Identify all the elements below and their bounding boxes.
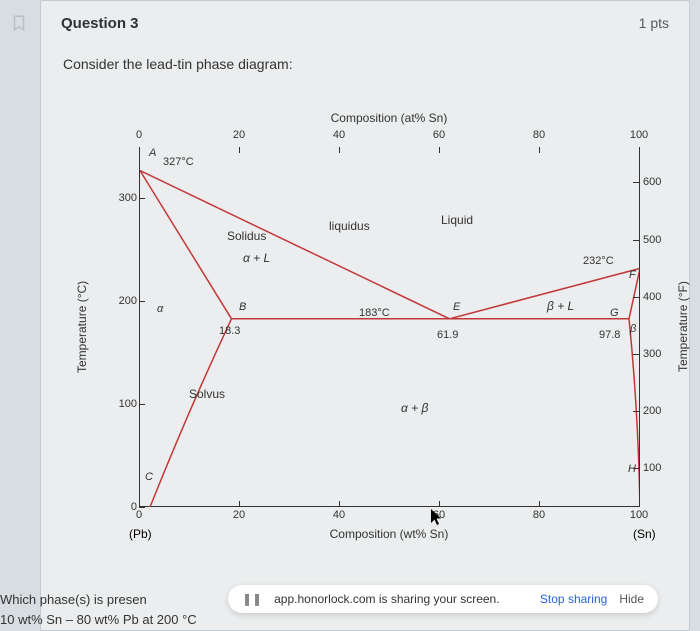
label-sn: (Sn) bbox=[633, 527, 656, 541]
top-tick: 20 bbox=[233, 129, 245, 141]
question-tail: Which phase(s) is presen 10 wt% Sn – 80 … bbox=[0, 590, 197, 629]
top-tick: 60 bbox=[433, 129, 445, 141]
bot-tick: 100 bbox=[630, 509, 648, 521]
label-alpha: α bbox=[157, 303, 163, 315]
bot-tick: 20 bbox=[233, 509, 245, 521]
label-ab: α + β bbox=[401, 401, 428, 415]
stop-sharing-button[interactable]: Stop sharing bbox=[540, 592, 607, 606]
label-A: A bbox=[149, 147, 156, 159]
label-bL: β + L bbox=[547, 299, 574, 313]
question-points: 1 pts bbox=[639, 15, 669, 32]
screen-share-popup: ❚❚ app.honorlock.com is sharing your scr… bbox=[228, 585, 658, 613]
label-183c: 183°C bbox=[359, 307, 390, 319]
label-pb: (Pb) bbox=[129, 527, 152, 541]
bookmark-icon bbox=[10, 12, 28, 34]
bot-tick: 40 bbox=[333, 509, 345, 521]
label-solidus: Solidus bbox=[227, 229, 266, 243]
right-tick: 600 bbox=[643, 176, 661, 188]
label-solvus: Solvus bbox=[189, 387, 225, 401]
label-C: C bbox=[145, 471, 153, 483]
right-tick: 500 bbox=[643, 234, 661, 246]
bot-tick: 0 bbox=[136, 509, 142, 521]
label-978: 97.8 bbox=[599, 329, 620, 341]
left-tick: 0 bbox=[103, 501, 137, 513]
label-G: G bbox=[610, 307, 619, 319]
label-H: H bbox=[628, 463, 636, 475]
left-axis-title: Temperature (°C) bbox=[75, 147, 95, 507]
label-B: B bbox=[239, 301, 246, 313]
plot-area bbox=[139, 147, 639, 507]
right-tick: 200 bbox=[643, 405, 661, 417]
top-tick: 100 bbox=[630, 129, 648, 141]
label-327c: 327°C bbox=[163, 156, 194, 168]
bottom-axis-title: Composition (wt% Sn) bbox=[139, 527, 639, 541]
label-E: E bbox=[453, 301, 460, 313]
left-tick: 300 bbox=[103, 192, 137, 204]
right-axis-line bbox=[639, 147, 640, 507]
top-axis-title: Composition (at% Sn) bbox=[139, 111, 639, 125]
label-liquid: Liquid bbox=[441, 213, 473, 227]
right-tick: 300 bbox=[643, 348, 661, 360]
pause-icon: ❚❚ bbox=[242, 592, 262, 606]
label-619: 61.9 bbox=[437, 329, 458, 341]
question-prompt: Consider the lead-tin phase diagram: bbox=[41, 40, 689, 76]
top-tick: 0 bbox=[136, 129, 142, 141]
share-message: app.honorlock.com is sharing your screen… bbox=[274, 592, 528, 606]
label-232c: 232°C bbox=[583, 255, 614, 267]
label-183: 18.3 bbox=[219, 325, 240, 337]
phase-diagram: Composition (at% Sn) Composition (wt% Sn… bbox=[81, 111, 671, 551]
hide-button[interactable]: Hide bbox=[619, 592, 644, 606]
tail-line2: 10 wt% Sn – 80 wt% Pb at 200 °C bbox=[0, 612, 197, 627]
right-tick: 100 bbox=[643, 462, 661, 474]
phase-lines bbox=[140, 147, 640, 507]
tail-line1: Which phase(s) is presen bbox=[0, 592, 147, 607]
label-F: F bbox=[629, 269, 636, 281]
right-tick: 400 bbox=[643, 291, 661, 303]
question-card: Question 3 1 pts Consider the lead-tin p… bbox=[40, 0, 690, 631]
question-number: Question 3 bbox=[61, 15, 139, 32]
top-tick: 40 bbox=[333, 129, 345, 141]
left-tick: 200 bbox=[103, 295, 137, 307]
label-liquidus: liquidus bbox=[329, 219, 370, 233]
left-tick: 100 bbox=[103, 398, 137, 410]
right-axis-title: Temperature (°F) bbox=[676, 147, 696, 507]
top-tick: 80 bbox=[533, 129, 545, 141]
label-aL: α + L bbox=[243, 251, 270, 265]
bot-tick: 80 bbox=[533, 509, 545, 521]
label-beta: β bbox=[630, 323, 636, 335]
cursor-icon bbox=[431, 509, 443, 528]
